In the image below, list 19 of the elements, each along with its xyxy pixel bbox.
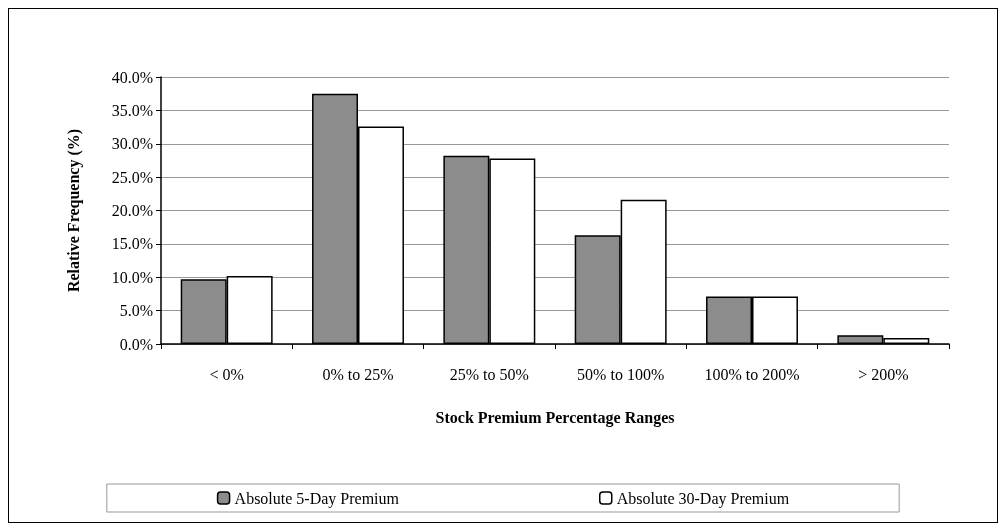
y-tick-label: 10.0%	[111, 268, 153, 286]
y-tick-label: 5.0%	[119, 302, 153, 320]
x-tick-label: 100% to 200%	[704, 365, 800, 383]
x-axis-title: Stock Premium Percentage Ranges	[435, 408, 675, 427]
x-tick-label: 0% to 25%	[322, 365, 394, 383]
x-tick-label: > 200%	[858, 365, 909, 383]
legend-label: Absolute 5-Day Premium	[234, 489, 400, 508]
y-axis-title: Relative Frequency (%)	[64, 128, 83, 293]
y-tick-label: 35.0%	[111, 101, 153, 119]
x-tick-label: 50% to 100%	[577, 365, 665, 383]
y-tick-label: 30.0%	[111, 135, 153, 153]
y-tick-label: 0.0%	[119, 335, 153, 353]
x-tick-label: < 0%	[209, 365, 244, 383]
legend-label: Absolute 30-Day Premium	[616, 489, 790, 508]
y-tick-label: 15.0%	[111, 235, 153, 253]
y-tick-label: 40.0%	[111, 68, 153, 86]
x-tick-label: 25% to 50%	[449, 365, 529, 383]
y-tick-label: 25.0%	[111, 168, 153, 186]
y-tick-label: 20.0%	[111, 202, 153, 219]
